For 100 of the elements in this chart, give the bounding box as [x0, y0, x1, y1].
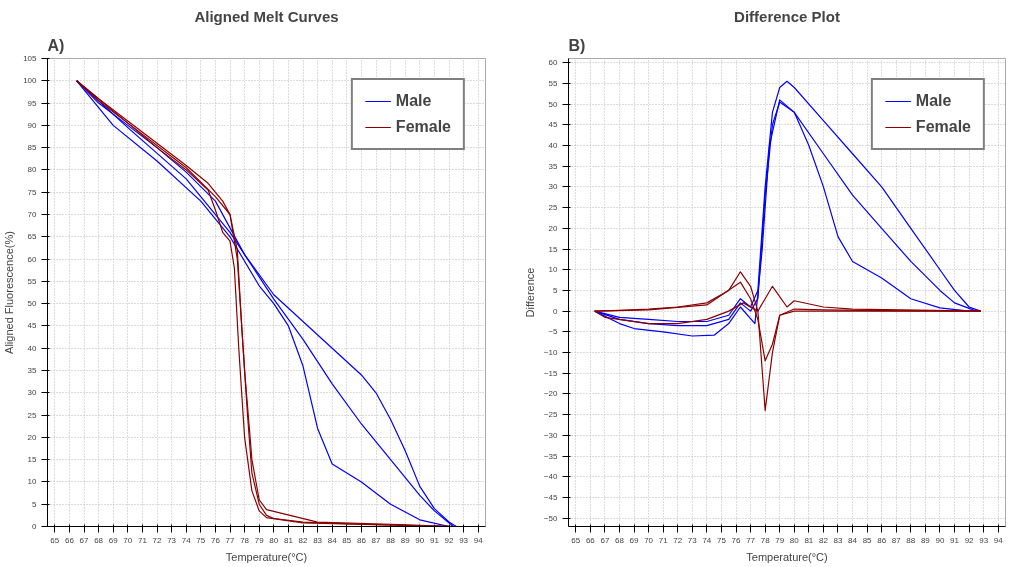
- x-tick-label: 84: [848, 535, 858, 545]
- y-tick-label: 40: [548, 140, 559, 150]
- y-tick-label: 0: [553, 306, 559, 316]
- y-tick-label: 100: [23, 76, 38, 86]
- x-tick-label: 80: [269, 535, 279, 545]
- x-tick-label: 83: [313, 535, 323, 545]
- x-tick-label: 69: [629, 535, 640, 545]
- y-tick-label: −15: [543, 368, 559, 378]
- x-tick-label: 86: [877, 535, 887, 545]
- x-tick-label: 88: [386, 535, 396, 545]
- y-tick-label: 35: [27, 366, 38, 375]
- y-tick-label: 25: [27, 410, 38, 420]
- x-tick-label: 73: [167, 535, 177, 545]
- x-tick-label: 94: [473, 535, 484, 545]
- y-tick-label: 65: [27, 232, 38, 242]
- x-tick-label: 76: [210, 535, 221, 545]
- y-tick-label: 95: [27, 98, 38, 108]
- x-tick-label: 83: [833, 535, 843, 545]
- y-tick-label: 0: [32, 522, 38, 531]
- x-tick-label: 85: [342, 535, 352, 545]
- y-tick-label: 30: [548, 182, 559, 192]
- x-tick-label: 79: [775, 535, 785, 545]
- y-tick-label: 45: [27, 321, 38, 331]
- x-tick-label: 79: [254, 535, 265, 545]
- x-tick-label: 84: [327, 535, 338, 545]
- x-tick-label: 94: [993, 535, 1004, 545]
- y-tick-label: 45: [548, 120, 559, 130]
- x-axis-title: Temperature(°C): [225, 550, 308, 563]
- y-tick-label: −50: [543, 513, 559, 523]
- x-tick-label: 74: [181, 535, 192, 545]
- x-axis-title: Temperature(°C): [746, 550, 828, 563]
- y-tick-label: 85: [27, 143, 38, 153]
- y-axis-title: Aligned Fluorescence(%): [3, 231, 16, 354]
- x-tick-label: 81: [283, 535, 294, 545]
- y-tick-label: 50: [27, 299, 38, 309]
- x-tick-label: 70: [644, 535, 654, 545]
- y-tick-label: 55: [27, 276, 38, 286]
- x-tick-label: 68: [94, 535, 104, 545]
- y-tick-label: 35: [548, 161, 559, 171]
- x-tick-label: 68: [615, 535, 625, 545]
- legend-label: Female: [915, 118, 971, 136]
- y-tick-label: 75: [27, 187, 38, 197]
- y-axis-title: Difference: [523, 267, 536, 318]
- x-tick-label: 77: [746, 535, 756, 545]
- y-tick-label: 50: [548, 99, 559, 109]
- y-tick-label: −10: [543, 348, 559, 358]
- x-tick-label: 67: [79, 535, 89, 545]
- x-tick-label: 81: [804, 535, 814, 545]
- x-tick-label: 69: [108, 535, 119, 545]
- y-tick-label: 60: [27, 254, 38, 264]
- x-tick-label: 89: [920, 535, 931, 545]
- x-tick-label: 75: [196, 535, 206, 545]
- x-tick-label: 80: [789, 535, 800, 545]
- y-tick-label: 80: [27, 165, 38, 175]
- x-tick-label: 66: [585, 535, 596, 545]
- x-tick-label: 72: [673, 535, 683, 545]
- x-tick-label: 78: [760, 535, 771, 545]
- x-tick-label: 76: [731, 535, 742, 545]
- x-tick-label: 85: [862, 535, 873, 545]
- y-tick-label: 15: [27, 455, 38, 465]
- y-tick-label: 90: [27, 120, 38, 130]
- x-tick-label: 90: [415, 535, 425, 545]
- y-tick-label: 10: [27, 477, 38, 487]
- chart-title: Difference Plot: [734, 7, 840, 25]
- x-tick-label: 91: [950, 535, 960, 545]
- x-tick-label: 91: [429, 535, 440, 545]
- y-tick-label: 55: [548, 78, 559, 88]
- y-tick-label: 5: [553, 285, 559, 295]
- x-tick-label: 75: [717, 535, 727, 545]
- y-tick-label: 105: [23, 54, 38, 63]
- y-tick-label: −5: [548, 327, 559, 337]
- y-tick-label: 15: [548, 244, 559, 254]
- x-tick-label: 71: [137, 535, 148, 545]
- x-tick-label: 73: [687, 535, 698, 545]
- x-tick-label: 71: [658, 535, 669, 545]
- y-tick-label: 10: [548, 265, 559, 275]
- y-tick-label: 25: [548, 203, 559, 213]
- x-tick-label: 70: [123, 535, 133, 545]
- legend-label: Female: [395, 118, 451, 136]
- x-tick-label: 88: [906, 535, 916, 545]
- y-tick-label: −45: [543, 493, 559, 503]
- x-tick-label: 87: [891, 535, 902, 545]
- y-tick-label: 30: [27, 388, 38, 398]
- x-tick-label: 89: [400, 535, 411, 545]
- x-tick-label: 92: [444, 535, 454, 545]
- legend-label: Male: [395, 92, 432, 110]
- y-tick-label: 20: [27, 432, 38, 442]
- y-tick-label: −35: [543, 451, 559, 461]
- y-tick-label: 40: [27, 343, 38, 353]
- x-tick-label: 93: [459, 535, 469, 545]
- x-tick-label: 65: [571, 535, 581, 545]
- y-tick-label: −30: [543, 430, 559, 440]
- x-tick-label: 82: [298, 535, 308, 545]
- y-tick-label: −20: [543, 389, 559, 399]
- x-tick-label: 66: [64, 535, 75, 545]
- y-tick-label: −25: [543, 410, 559, 420]
- y-tick-label: 70: [27, 210, 38, 219]
- x-tick-label: 67: [600, 535, 610, 545]
- x-tick-label: 78: [240, 535, 250, 545]
- x-tick-label: 74: [702, 535, 712, 545]
